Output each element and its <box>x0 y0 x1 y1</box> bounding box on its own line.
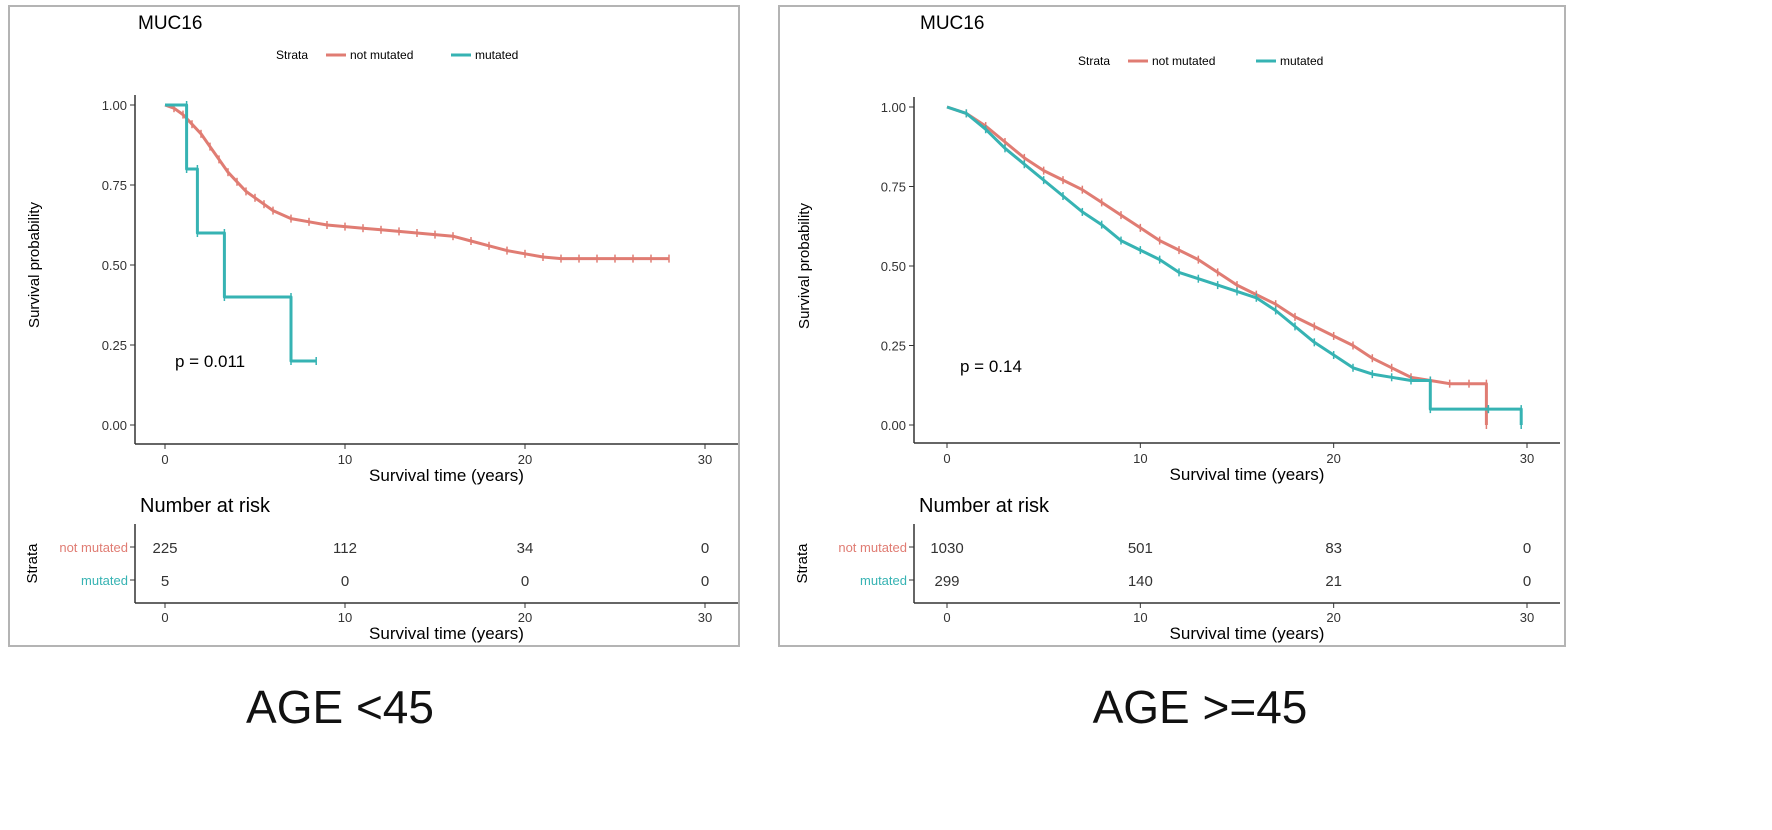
legend-label-mutated: mutated <box>1280 54 1323 68</box>
risk-row-label-not-mutated: not mutated <box>838 540 907 555</box>
x-tick-label: 10 <box>338 452 352 467</box>
x-axis-label: Survival time (years) <box>369 466 524 485</box>
km-chart-age-under-45: MUC16 Strata not mutated mutated 0.00 0.25 0.5… <box>24 13 738 643</box>
risk-x-tick-label: 0 <box>161 610 168 625</box>
legend-label-not-mutated: not mutated <box>1152 54 1215 68</box>
risk-count: 1030 <box>930 540 963 557</box>
risk-x-axis-label: Survival time (years) <box>369 624 524 643</box>
caption-age-45-plus: AGE >=45 <box>1092 681 1308 733</box>
y-tick-label: 0.25 <box>102 338 127 353</box>
legend-label-mutated: mutated <box>475 48 518 62</box>
risk-count: 0 <box>701 573 709 590</box>
risk-count: 112 <box>333 540 357 557</box>
x-tick-label: 30 <box>1520 451 1534 466</box>
p-value-label: p = 0.011 <box>175 352 245 371</box>
risk-x-tick-label: 30 <box>1520 610 1534 625</box>
chart-title: MUC16 <box>138 13 202 34</box>
risk-count: 299 <box>934 573 959 590</box>
y-tick-label: 0.75 <box>881 180 906 195</box>
y-tick-label: 0.50 <box>102 258 127 273</box>
y-tick-label: 1.00 <box>881 100 906 115</box>
risk-row-label-not-mutated: not mutated <box>59 540 128 555</box>
risk-row-label-mutated: mutated <box>860 573 907 588</box>
y-tick-label: 1.00 <box>102 98 127 113</box>
risk-x-tick-label: 20 <box>1326 610 1340 625</box>
chart-title: MUC16 <box>920 13 984 34</box>
risk-table-title: Number at risk <box>140 495 271 517</box>
km-panel-age-under-45: MUC16 Strata not mutated mutated 0.00 0.25 0.5… <box>8 5 740 647</box>
km-panel-age-45-plus: MUC16 Strata not mutated mutated 0.00 0.25 0.5… <box>778 5 1566 647</box>
risk-count: 34 <box>517 540 534 557</box>
risk-count: 140 <box>1128 573 1153 590</box>
risk-table-title: Number at risk <box>919 495 1050 517</box>
risk-x-tick-label: 30 <box>698 610 712 625</box>
risk-count: 0 <box>701 540 709 557</box>
x-tick-label: 0 <box>161 452 168 467</box>
legend-label-not-mutated: not mutated <box>350 48 413 62</box>
risk-y-axis-label: Strata <box>794 543 811 584</box>
x-tick-label: 20 <box>518 452 532 467</box>
survival-curve-not-mutated <box>946 105 1488 425</box>
y-tick-label: 0.75 <box>102 178 127 193</box>
y-axis-label: Survival probability <box>796 203 813 329</box>
risk-count: 0 <box>341 573 349 590</box>
y-axis-label: Survival probability <box>26 202 43 328</box>
survival-curve-mutated <box>165 103 317 363</box>
risk-count: 0 <box>521 573 529 590</box>
y-tick-label: 0.25 <box>881 339 906 354</box>
x-tick-label: 30 <box>698 452 712 467</box>
y-tick-label: 0.00 <box>881 418 906 433</box>
p-value-label: p = 0.14 <box>960 357 1022 376</box>
km-chart-age-45-plus: MUC16 Strata not mutated mutated 0.00 0.25 0.5… <box>794 13 1560 643</box>
risk-x-tick-label: 10 <box>338 610 352 625</box>
risk-x-tick-label: 10 <box>1133 610 1147 625</box>
risk-count: 501 <box>1128 540 1153 557</box>
survival-curve-mutated <box>946 105 1523 425</box>
caption-age-under-45: AGE <45 <box>246 681 434 733</box>
risk-x-tick-label: 0 <box>943 610 950 625</box>
risk-x-axis-label: Survival time (years) <box>1170 624 1325 643</box>
legend-title: Strata <box>276 48 308 62</box>
risk-count: 5 <box>161 573 169 590</box>
x-tick-label: 20 <box>1326 451 1340 466</box>
x-tick-label: 0 <box>943 451 950 466</box>
risk-count: 83 <box>1325 540 1342 557</box>
risk-count: 0 <box>1523 540 1531 557</box>
risk-y-axis-label: Strata <box>24 543 41 584</box>
legend-title: Strata <box>1078 54 1110 68</box>
risk-count: 0 <box>1523 573 1531 590</box>
risk-count: 21 <box>1325 573 1342 590</box>
y-tick-label: 0.00 <box>102 418 127 433</box>
x-tick-label: 10 <box>1133 451 1147 466</box>
x-axis-label: Survival time (years) <box>1170 465 1325 484</box>
y-tick-label: 0.50 <box>881 259 906 274</box>
risk-x-tick-label: 20 <box>518 610 532 625</box>
risk-row-label-mutated: mutated <box>81 573 128 588</box>
risk-count: 225 <box>152 540 177 557</box>
